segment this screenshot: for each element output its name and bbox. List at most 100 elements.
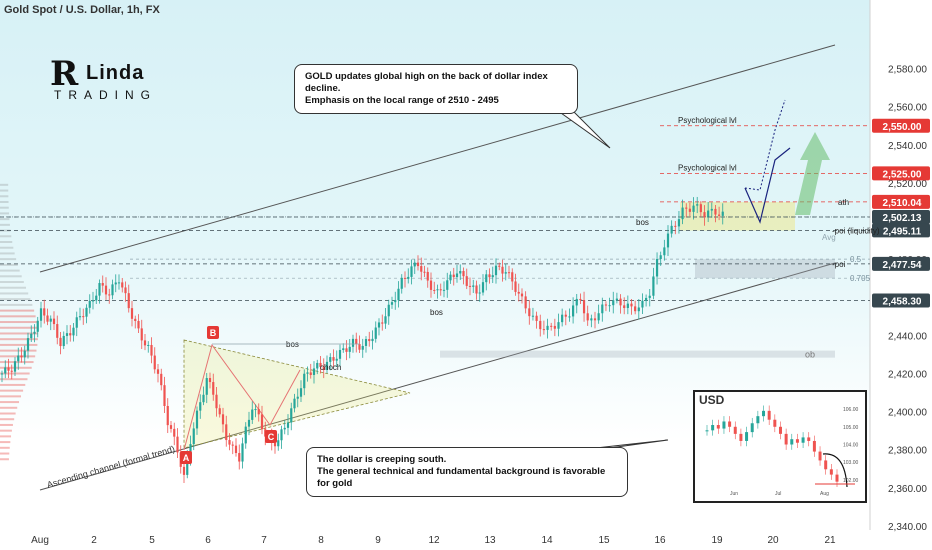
projection-path-2 xyxy=(744,99,786,191)
candle-body xyxy=(681,207,684,220)
usd-down-arrow xyxy=(822,453,848,488)
candle-body xyxy=(528,308,531,317)
price-axis-bg xyxy=(870,0,932,550)
x-tick-label: 12 xyxy=(428,535,440,546)
callout-top-line-1: GOLD updates global high on the back of … xyxy=(305,71,548,94)
candle-body xyxy=(332,357,335,361)
candle-body xyxy=(520,293,524,297)
candle-body xyxy=(387,304,390,317)
price-level-tag xyxy=(872,194,930,209)
usd-candle-body xyxy=(750,423,754,433)
candle-body xyxy=(615,298,618,301)
candle-body xyxy=(488,274,491,278)
candle-body xyxy=(316,362,319,369)
y-tick-label: 2,560.00 xyxy=(888,103,927,114)
usd-candle-body xyxy=(745,432,749,441)
x-tick-label: 21 xyxy=(824,535,836,546)
candle-body xyxy=(478,292,481,294)
usd-candle-body xyxy=(835,474,839,482)
candle-body xyxy=(377,322,381,328)
candle-body xyxy=(39,308,43,321)
marker-a xyxy=(180,451,192,464)
usd-y-tick: 105.00 xyxy=(843,425,859,431)
candle-body xyxy=(10,370,13,372)
price-level-note: -poi (liquidity) xyxy=(832,226,880,235)
candle-body xyxy=(280,429,283,441)
candle-body xyxy=(46,315,49,322)
usd-candle-body xyxy=(778,426,782,434)
candle-body xyxy=(69,333,72,336)
candle-body xyxy=(260,414,264,430)
candle-body xyxy=(290,408,293,423)
candle-body xyxy=(564,314,567,317)
candle-body xyxy=(637,307,640,312)
candle-body xyxy=(498,265,501,267)
usd-candle-body xyxy=(784,433,788,445)
candle-body xyxy=(351,338,355,347)
candle-body xyxy=(62,335,65,347)
volume-profile-bar xyxy=(0,418,15,421)
candle-body xyxy=(20,355,23,358)
candle-body xyxy=(707,210,710,218)
candle-body xyxy=(504,272,507,274)
volume-profile-bar xyxy=(0,281,24,284)
candle-body xyxy=(176,436,179,453)
usd-inset-plot: 106.00 105.00 104.00 103.00 102.00 Jun Jul Aug xyxy=(705,405,859,497)
candle-body xyxy=(390,302,394,305)
candle-body xyxy=(355,338,358,345)
volume-profile-bar xyxy=(0,315,36,318)
volume-profile-bar xyxy=(0,435,12,438)
candle-body xyxy=(78,316,82,318)
candle-body xyxy=(293,398,296,409)
candle-body xyxy=(212,382,215,395)
usd-candle-body xyxy=(739,433,743,441)
candle-body xyxy=(312,368,316,375)
candle-body xyxy=(670,225,673,234)
candle-body xyxy=(306,372,309,374)
candle-body xyxy=(634,306,637,312)
volume-profile-bar xyxy=(0,361,34,364)
volume-profile-bar xyxy=(0,343,38,346)
candle-body xyxy=(397,288,400,301)
volume-profile-bar xyxy=(0,326,38,329)
candle-body xyxy=(56,324,59,338)
usd-candle-body xyxy=(818,451,822,461)
channel-upper-line xyxy=(39,44,836,273)
callout-top-line-2: Emphasis on the local range of 2510 - 24… xyxy=(305,94,499,106)
candle-body xyxy=(140,328,143,341)
candle-body xyxy=(153,355,156,370)
volume-profile-bar xyxy=(0,212,10,215)
candle-body xyxy=(721,211,724,216)
candle-body xyxy=(111,284,114,296)
candle-body xyxy=(381,322,384,324)
candle-body xyxy=(195,410,199,429)
usd-inset-chart: USD 106.00 105.00 104.00 103.00 102.00 Jun Jul… xyxy=(693,390,867,503)
candle-body xyxy=(433,289,436,291)
candle-body xyxy=(127,293,130,309)
candle-body xyxy=(345,348,348,352)
candle-body xyxy=(283,427,286,430)
candle-body xyxy=(335,358,338,361)
candle-body xyxy=(442,289,446,291)
candle-body xyxy=(586,313,589,321)
volume-profile-bar xyxy=(0,286,27,289)
candle-body xyxy=(277,440,280,447)
candle-body xyxy=(507,272,511,274)
candle-body xyxy=(173,428,176,437)
candle-body xyxy=(329,357,332,362)
candle-body xyxy=(410,266,413,277)
volume-profile-bar xyxy=(0,298,31,301)
usd-y-tick: 104.00 xyxy=(843,443,859,449)
candle-body xyxy=(452,274,455,278)
candle-body xyxy=(117,282,121,284)
candle-body xyxy=(612,300,615,306)
volume-profile-bar xyxy=(0,406,18,409)
volume-profile-bar xyxy=(0,332,38,335)
choch-label: choch xyxy=(320,363,341,372)
candle-body xyxy=(394,300,397,303)
usd-candle-body xyxy=(767,410,771,420)
volume-profile-bar xyxy=(0,395,22,398)
volume-profile-bar xyxy=(0,401,20,404)
candle-body xyxy=(182,466,186,475)
candle-body xyxy=(494,265,498,276)
